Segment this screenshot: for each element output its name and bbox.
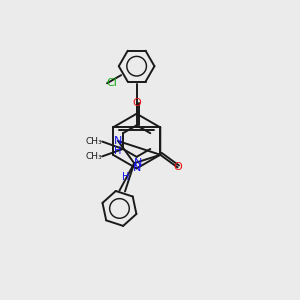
Text: H: H xyxy=(122,172,129,182)
Text: O: O xyxy=(173,162,182,172)
Text: CH₃: CH₃ xyxy=(85,137,102,146)
Text: H: H xyxy=(115,146,122,156)
Text: N: N xyxy=(132,164,141,173)
Text: N: N xyxy=(134,158,142,168)
Text: Cl: Cl xyxy=(106,78,117,88)
Text: CH₃: CH₃ xyxy=(85,152,102,161)
Text: N: N xyxy=(114,136,122,146)
Text: O: O xyxy=(132,98,141,108)
